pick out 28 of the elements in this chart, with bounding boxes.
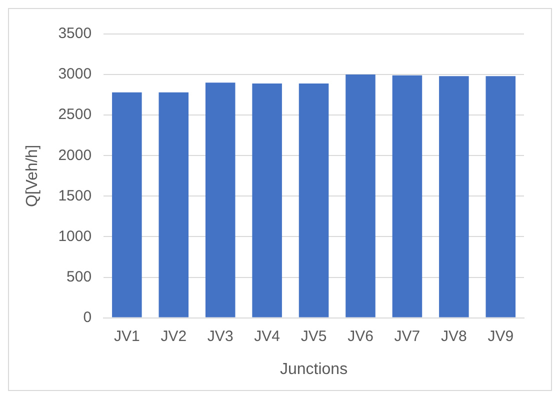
bar (439, 76, 469, 318)
y-tick-label: 2500 (58, 106, 92, 124)
x-tick-label: JV6 (348, 328, 374, 345)
bar (486, 76, 516, 318)
x-tick-label: JV7 (394, 328, 420, 345)
y-tick-label: 3000 (58, 66, 92, 83)
x-tick-label: JV3 (207, 328, 234, 345)
bar (346, 74, 376, 318)
y-tick-label: 3500 (58, 25, 92, 42)
bar (205, 82, 236, 318)
x-tick-label: JV1 (114, 328, 140, 345)
bar (392, 75, 422, 318)
y-tick-label: 1500 (58, 187, 92, 204)
bar (112, 92, 142, 318)
y-tick-label: 0 (83, 308, 92, 326)
x-tick-label: JV4 (254, 328, 280, 345)
y-axis-title: Q[Veh/h] (24, 144, 42, 208)
x-tick-label: JV5 (300, 328, 327, 345)
y-tick-label: 500 (66, 268, 92, 286)
bar (252, 83, 282, 318)
x-tick-label: JV2 (160, 328, 187, 345)
bar (298, 83, 329, 318)
y-tick-label: 1000 (58, 228, 92, 245)
x-axis-title: Junctions (280, 360, 348, 378)
x-tick-label: JV8 (441, 328, 467, 345)
x-tick-label: JV9 (488, 328, 514, 345)
y-tick-label: 2000 (58, 146, 92, 164)
bar (158, 92, 189, 318)
